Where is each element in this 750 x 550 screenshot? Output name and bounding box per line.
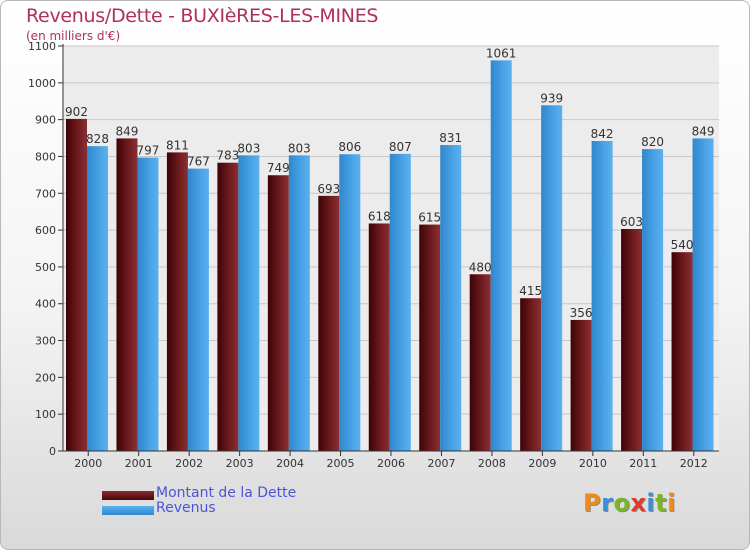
x-axis: 2000 2001 2002 2003 2004 2005 2006 2007 2008 2009… [63,450,719,470]
x-tick-label: 2007 [427,457,455,470]
chart-title: Revenus/Dette - BUXIèRES-LES-MINES [26,5,379,27]
x-tick-label: 2006 [377,457,405,470]
bar-debt [217,162,239,452]
bar-revenue [389,153,411,452]
data-label-revenue: 820 [641,135,664,149]
y-tick-label: 300 [35,335,56,348]
bar-debt [116,138,138,451]
logo-letter: i [646,489,656,517]
data-label-revenue: 807 [389,140,412,154]
bar-revenue [591,140,613,451]
x-tick-label: 2000 [74,457,102,470]
bar-debt [318,195,340,451]
logo-letter: P [583,489,602,517]
x-tick-label: 2003 [226,457,254,470]
y-tick-label: 900 [35,114,56,127]
logo-letter: i [667,489,676,517]
bar-revenue [642,149,664,451]
logo-letter: o [613,489,631,517]
y-tick-label: 600 [35,224,56,237]
legend-swatch-revenue [102,506,154,515]
x-tick-label: 2009 [528,457,556,470]
logo-letter: t [655,489,668,517]
bar-debt [671,252,693,451]
y-tick-label: 400 [35,298,56,311]
y-tick-label: 1000 [28,77,56,90]
data-label-revenue: 806 [338,140,361,154]
data-label-debt: 693 [317,182,340,196]
proxiti-logo: Proxiti [583,489,676,517]
data-label-revenue: 1061 [486,46,517,60]
data-label-debt: 415 [519,284,542,298]
bar-revenue [238,155,260,451]
data-label-revenue: 842 [591,127,614,141]
bar-debt [621,228,643,451]
data-label-debt: 480 [469,260,492,274]
data-label-debt: 849 [116,124,139,138]
bar-revenue [692,138,714,451]
bar-revenue [541,105,563,451]
data-label-revenue: 849 [692,124,715,138]
y-axis: 0 100 200 300 400 500 600 700 800 900 1000 1100 [28,40,64,458]
y-tick-label: 700 [35,187,56,200]
x-tick-label: 2010 [579,457,607,470]
x-tick-label: 2008 [478,457,506,470]
data-label-revenue: 828 [86,132,109,146]
y-tick-label: 200 [35,371,56,384]
bar-debt [570,319,592,451]
x-tick-label: 2012 [680,457,708,470]
data-label-debt: 603 [620,215,643,229]
data-label-revenue: 803 [288,141,311,155]
x-tick-label: 2011 [629,457,657,470]
bar-debt [66,118,87,452]
y-tick-label: 1100 [28,40,56,53]
bar-debt [469,274,491,451]
y-tick-label: 100 [35,408,56,421]
bar-revenue [440,145,462,452]
y-tick-label: 800 [35,150,56,163]
y-tick-label: 0 [49,445,56,458]
data-label-revenue: 939 [540,91,563,105]
bar-debt [267,175,289,451]
data-label-debt: 618 [368,209,391,223]
legend-label-revenue: Revenus [156,500,216,516]
x-tick-label: 2005 [327,457,355,470]
bar-debt [368,223,390,451]
data-label-revenue: 767 [187,155,210,169]
bar-revenue [490,60,512,451]
bar-revenue [339,154,361,451]
bar-revenue [137,157,159,452]
bar-revenue [288,155,310,451]
x-tick-label: 2004 [276,457,304,470]
data-label-revenue: 831 [439,131,462,145]
data-label-debt: 356 [570,306,593,320]
bar-debt [419,224,441,451]
x-tick-label: 2001 [125,457,153,470]
data-label-debt: 902 [65,105,88,119]
data-label-revenue: 803 [237,141,260,155]
x-tick-label: 2002 [175,457,203,470]
bars [66,60,714,452]
bar-debt [166,152,188,451]
legend-label-debt: Montant de la Dette [156,485,297,501]
data-label-revenue: 797 [137,144,160,158]
data-label-debt: 540 [671,238,694,252]
data-label-debt: 811 [166,138,189,152]
chart-subtitle: (en milliers d'€) [26,29,121,43]
y-tick-label: 500 [35,261,56,274]
logo-letter: x [630,489,647,517]
data-label-debt: 615 [418,211,441,225]
bar-revenue [187,168,209,451]
logo-letter: r [601,489,614,517]
bar-debt [520,298,542,451]
bar-revenue [87,146,108,452]
data-label-debt: 783 [216,149,239,163]
data-label-debt: 749 [267,161,290,175]
legend-swatch-debt [102,491,154,500]
